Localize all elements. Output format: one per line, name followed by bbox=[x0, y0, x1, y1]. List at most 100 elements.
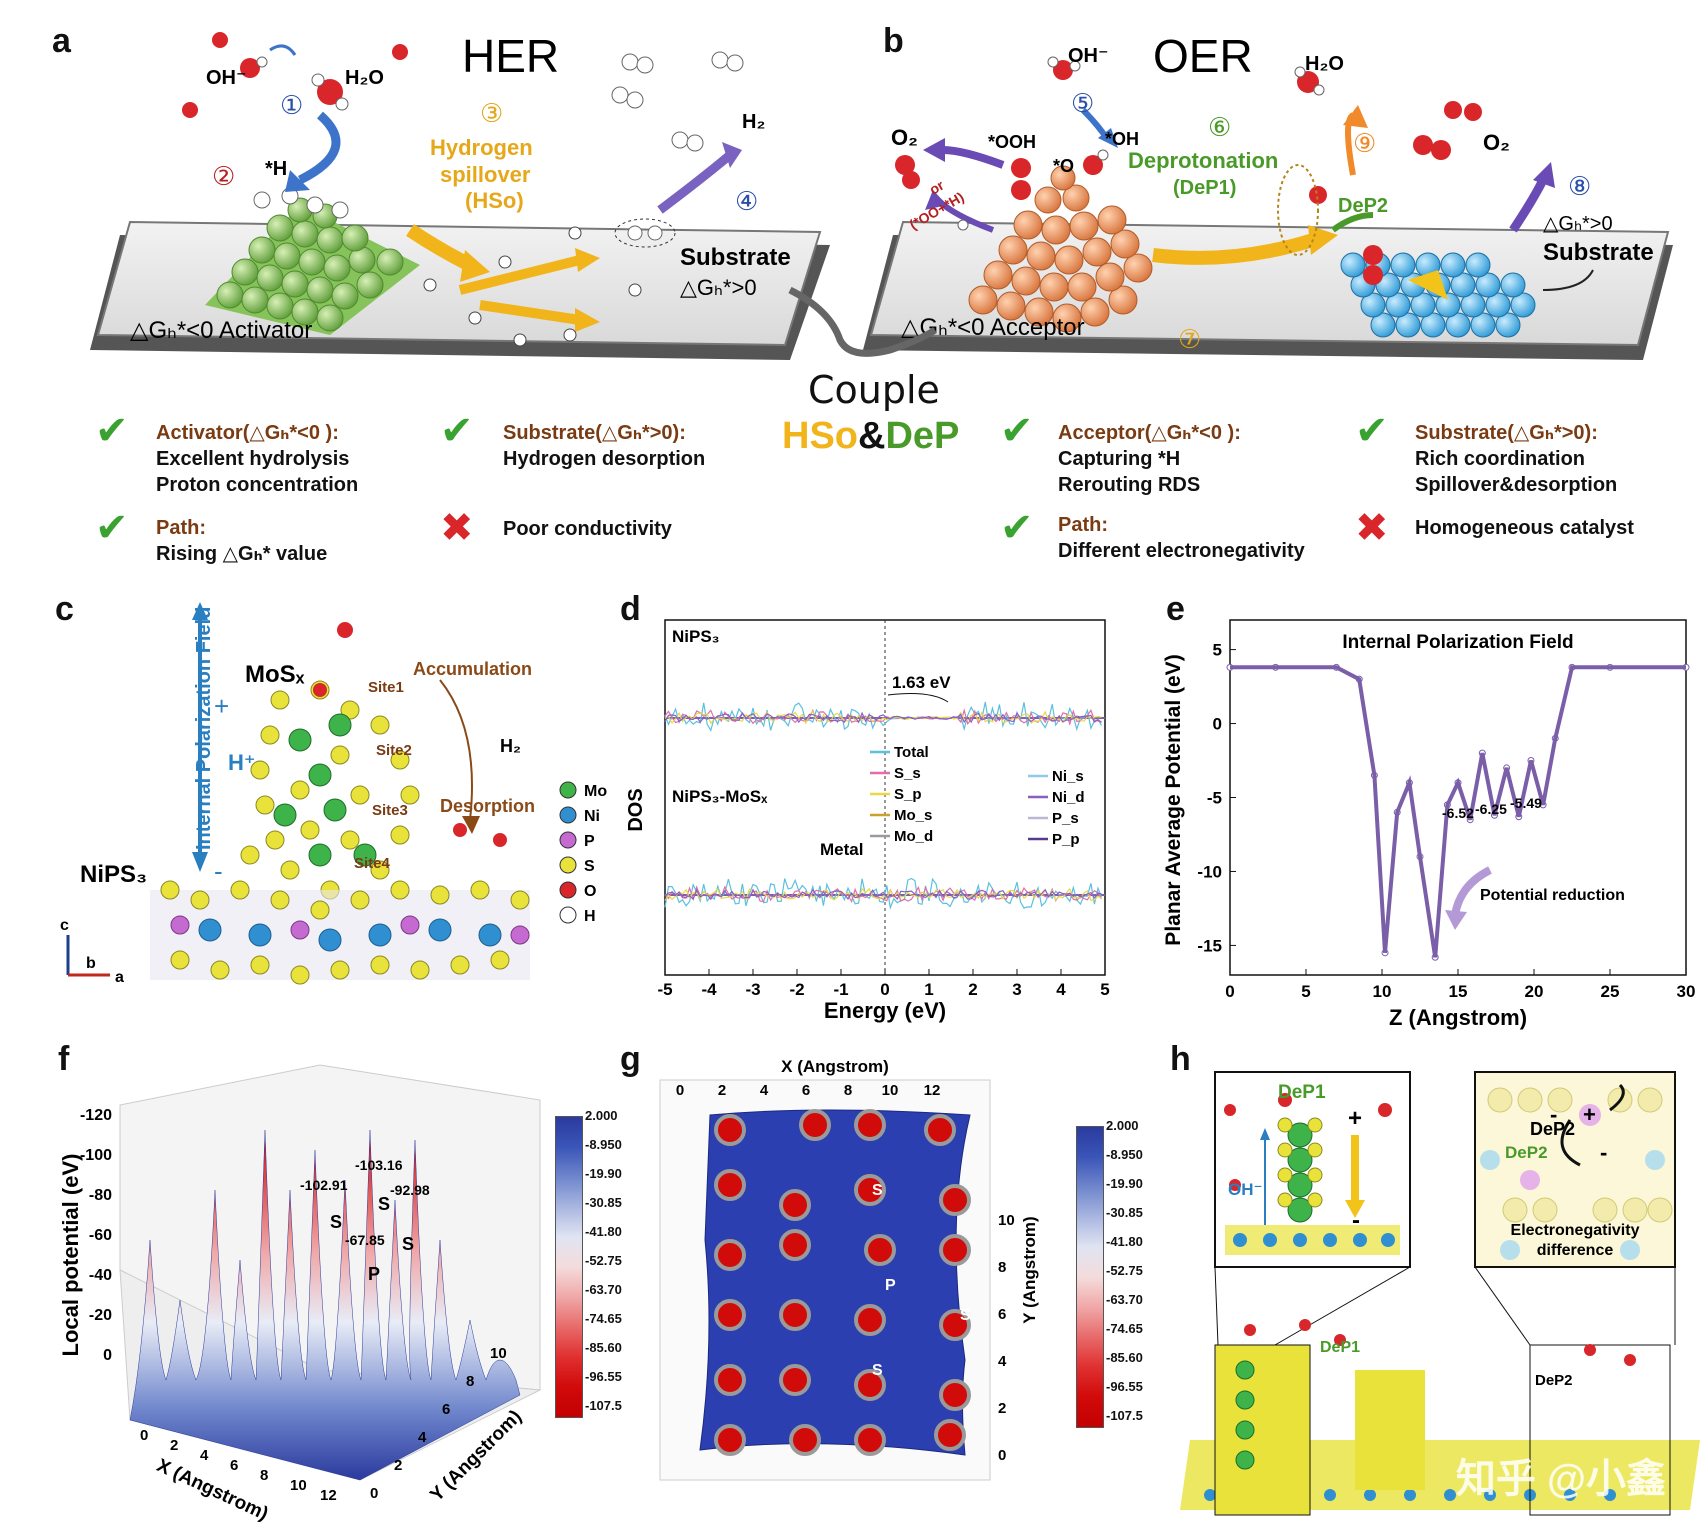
dos-legend-label: Mo_s bbox=[894, 807, 932, 824]
atom-peak bbox=[714, 1169, 746, 1201]
couple-hso: HSo bbox=[782, 415, 858, 457]
colorbar-tick-label: -63.70 bbox=[1106, 1292, 1143, 1307]
g-x-tick-label: 8 bbox=[844, 1082, 852, 1099]
panel-h: h DeP1 OH⁻ + - DeP2 - + - DeP2 Electrone… bbox=[1130, 1040, 1706, 1522]
pot-ann-1: -6.52 bbox=[1442, 805, 1474, 821]
pot-ylabel: Planar Average Potential (eV) bbox=[1162, 654, 1185, 945]
dos-trace-ni_d bbox=[664, 888, 1102, 901]
pot-x-tick-label: 5 bbox=[1301, 982, 1310, 1001]
substrate-a: Substrate bbox=[680, 244, 791, 271]
g-x-ticks: 0 2 4 6 8 10 12 bbox=[676, 1082, 941, 1099]
pot-x-tick-label: 25 bbox=[1601, 982, 1620, 1001]
h2o-label-b: H₂O bbox=[1305, 53, 1344, 75]
legend-swatch-mo bbox=[559, 781, 577, 799]
atom-peaks bbox=[714, 1109, 971, 1456]
legend-swatch-p bbox=[559, 831, 577, 849]
dos-legend: Total S_s S_p Mo_s Mo_d Ni_s Ni_d P_s P_p bbox=[870, 744, 1085, 848]
h-minus-3: - bbox=[1600, 1140, 1607, 1165]
colorbar-tick-label: -19.90 bbox=[585, 1166, 622, 1181]
panel-e: e 0 5 10 15 20 25 30 5 0 -5 -10 -15 Internal Polari… bbox=[1130, 590, 1706, 1030]
dos-tick-label: -1 bbox=[833, 980, 848, 999]
f-x-tick-label: 6 bbox=[230, 1457, 238, 1474]
h2-label-c: H₂ bbox=[500, 736, 521, 756]
dos-tick-label: -5 bbox=[657, 980, 672, 999]
pot-ann-4: Potential reduction bbox=[1480, 887, 1625, 904]
coupling-wire bbox=[788, 286, 937, 357]
couple-amp: & bbox=[858, 415, 886, 457]
step-4: ④ bbox=[735, 186, 758, 216]
potential-chart: 0 5 10 15 20 25 30 5 0 -5 -10 -15 Internal Polariza… bbox=[1162, 619, 1695, 1030]
dos-trace-total bbox=[664, 877, 1103, 910]
atom-peak bbox=[939, 1234, 971, 1266]
colorbar-f: 2.000 -8.950 -19.90 -30.85 -41.80 -52.75 -63.7… bbox=[555, 1108, 622, 1418]
site-3: Site3 bbox=[372, 802, 408, 819]
oh-label-b: OH⁻ bbox=[1068, 45, 1109, 67]
step-7: ⑦ bbox=[1178, 324, 1201, 354]
dos-tick-label: 2 bbox=[968, 980, 977, 999]
g-x-tick-label: 0 bbox=[676, 1082, 684, 1099]
panel-label-f: f bbox=[58, 1040, 70, 1078]
dos-trace-total bbox=[664, 701, 1103, 732]
dos-sub-1: NiPS₃ bbox=[672, 627, 720, 646]
panel-label-e: e bbox=[1166, 590, 1185, 628]
f-x-ticks: 0 2 4 6 8 10 12 bbox=[140, 1427, 337, 1504]
atom-peak bbox=[779, 1299, 811, 1331]
f-y-tick-label: 10 bbox=[490, 1345, 507, 1362]
dos-trace-s_p bbox=[664, 887, 1102, 902]
f-x-tick-label: 2 bbox=[170, 1437, 178, 1454]
atom-peak bbox=[854, 1304, 886, 1336]
atom-peak bbox=[779, 1229, 811, 1261]
f-atom-s3: S bbox=[402, 1234, 414, 1254]
panel-c: c Internal Polarization Field + - H⁺ bbox=[0, 590, 640, 1010]
atom-peak bbox=[939, 1184, 971, 1216]
atom-peak bbox=[854, 1174, 886, 1206]
gap-label: 1.63 eV bbox=[892, 673, 951, 692]
legend-label-mo: Mo bbox=[584, 783, 607, 800]
dos-legend-label: S_s bbox=[894, 765, 921, 782]
colorbar-tick-label: -8.950 bbox=[1106, 1147, 1143, 1162]
metal-label: Metal bbox=[820, 840, 863, 859]
nips3-base bbox=[150, 880, 530, 985]
pot-y-tick-label: -5 bbox=[1207, 789, 1222, 808]
g-y-tick-label: 4 bbox=[998, 1353, 1007, 1370]
dos-traces bbox=[664, 701, 1103, 910]
dos-tick-label: 0 bbox=[880, 980, 889, 999]
dos-xlabel: Energy (eV) bbox=[824, 998, 946, 1023]
h-elec-2: difference bbox=[1537, 1242, 1614, 1259]
atom-peak bbox=[864, 1234, 896, 1266]
note-path-b: Path: Different electronegativity bbox=[1058, 514, 1305, 562]
colorbar-tick-label: -85.60 bbox=[585, 1340, 622, 1355]
couple-dep: DeP bbox=[885, 415, 960, 457]
legend-swatch-ni bbox=[559, 806, 577, 824]
check-icon: ✔ bbox=[440, 409, 474, 453]
h-minus-1: - bbox=[1352, 1207, 1360, 1234]
colorbar-tick-label: -96.55 bbox=[585, 1369, 622, 1384]
h-dep2-bottom: DeP2 bbox=[1535, 1372, 1573, 1389]
f-atom-p: P bbox=[368, 1264, 380, 1284]
g-x-tick-label: 10 bbox=[882, 1082, 899, 1099]
dep2-label: DeP2 bbox=[1338, 195, 1388, 217]
dos-tick-label: 1 bbox=[924, 980, 933, 999]
f-ann-2: -103.16 bbox=[355, 1157, 403, 1173]
legend-swatch-s bbox=[559, 856, 577, 874]
colorbar-tick-label: -74.65 bbox=[1106, 1321, 1143, 1336]
pot-x-tick-label: 10 bbox=[1373, 982, 1392, 1001]
f-y-tick-label: 4 bbox=[418, 1429, 427, 1446]
atom-peak bbox=[714, 1364, 746, 1396]
watermark: 知乎 @小鑫 bbox=[1455, 1457, 1666, 1501]
f-z-ticks: -120 -100 -80 -60 -40 -20 0 bbox=[80, 1107, 112, 1364]
pot-x-tick-label: 15 bbox=[1449, 982, 1468, 1001]
atom-peak bbox=[714, 1299, 746, 1331]
dos-legend-label: S_p bbox=[894, 786, 922, 803]
f-ann-4: -67.85 bbox=[345, 1232, 385, 1248]
star-oh: *OH bbox=[1105, 129, 1139, 149]
atom-peak bbox=[939, 1379, 971, 1411]
step-8: ⑧ bbox=[1568, 171, 1591, 201]
dos-tick-label: 3 bbox=[1012, 980, 1021, 999]
mosx-column bbox=[240, 680, 420, 900]
f-y-tick-label: 0 bbox=[370, 1485, 378, 1502]
acceptor-label: △Gₕ*<0 Acceptor bbox=[901, 314, 1085, 341]
f-x-tick-label: 8 bbox=[260, 1467, 268, 1484]
panel-label-b: b bbox=[883, 22, 904, 60]
